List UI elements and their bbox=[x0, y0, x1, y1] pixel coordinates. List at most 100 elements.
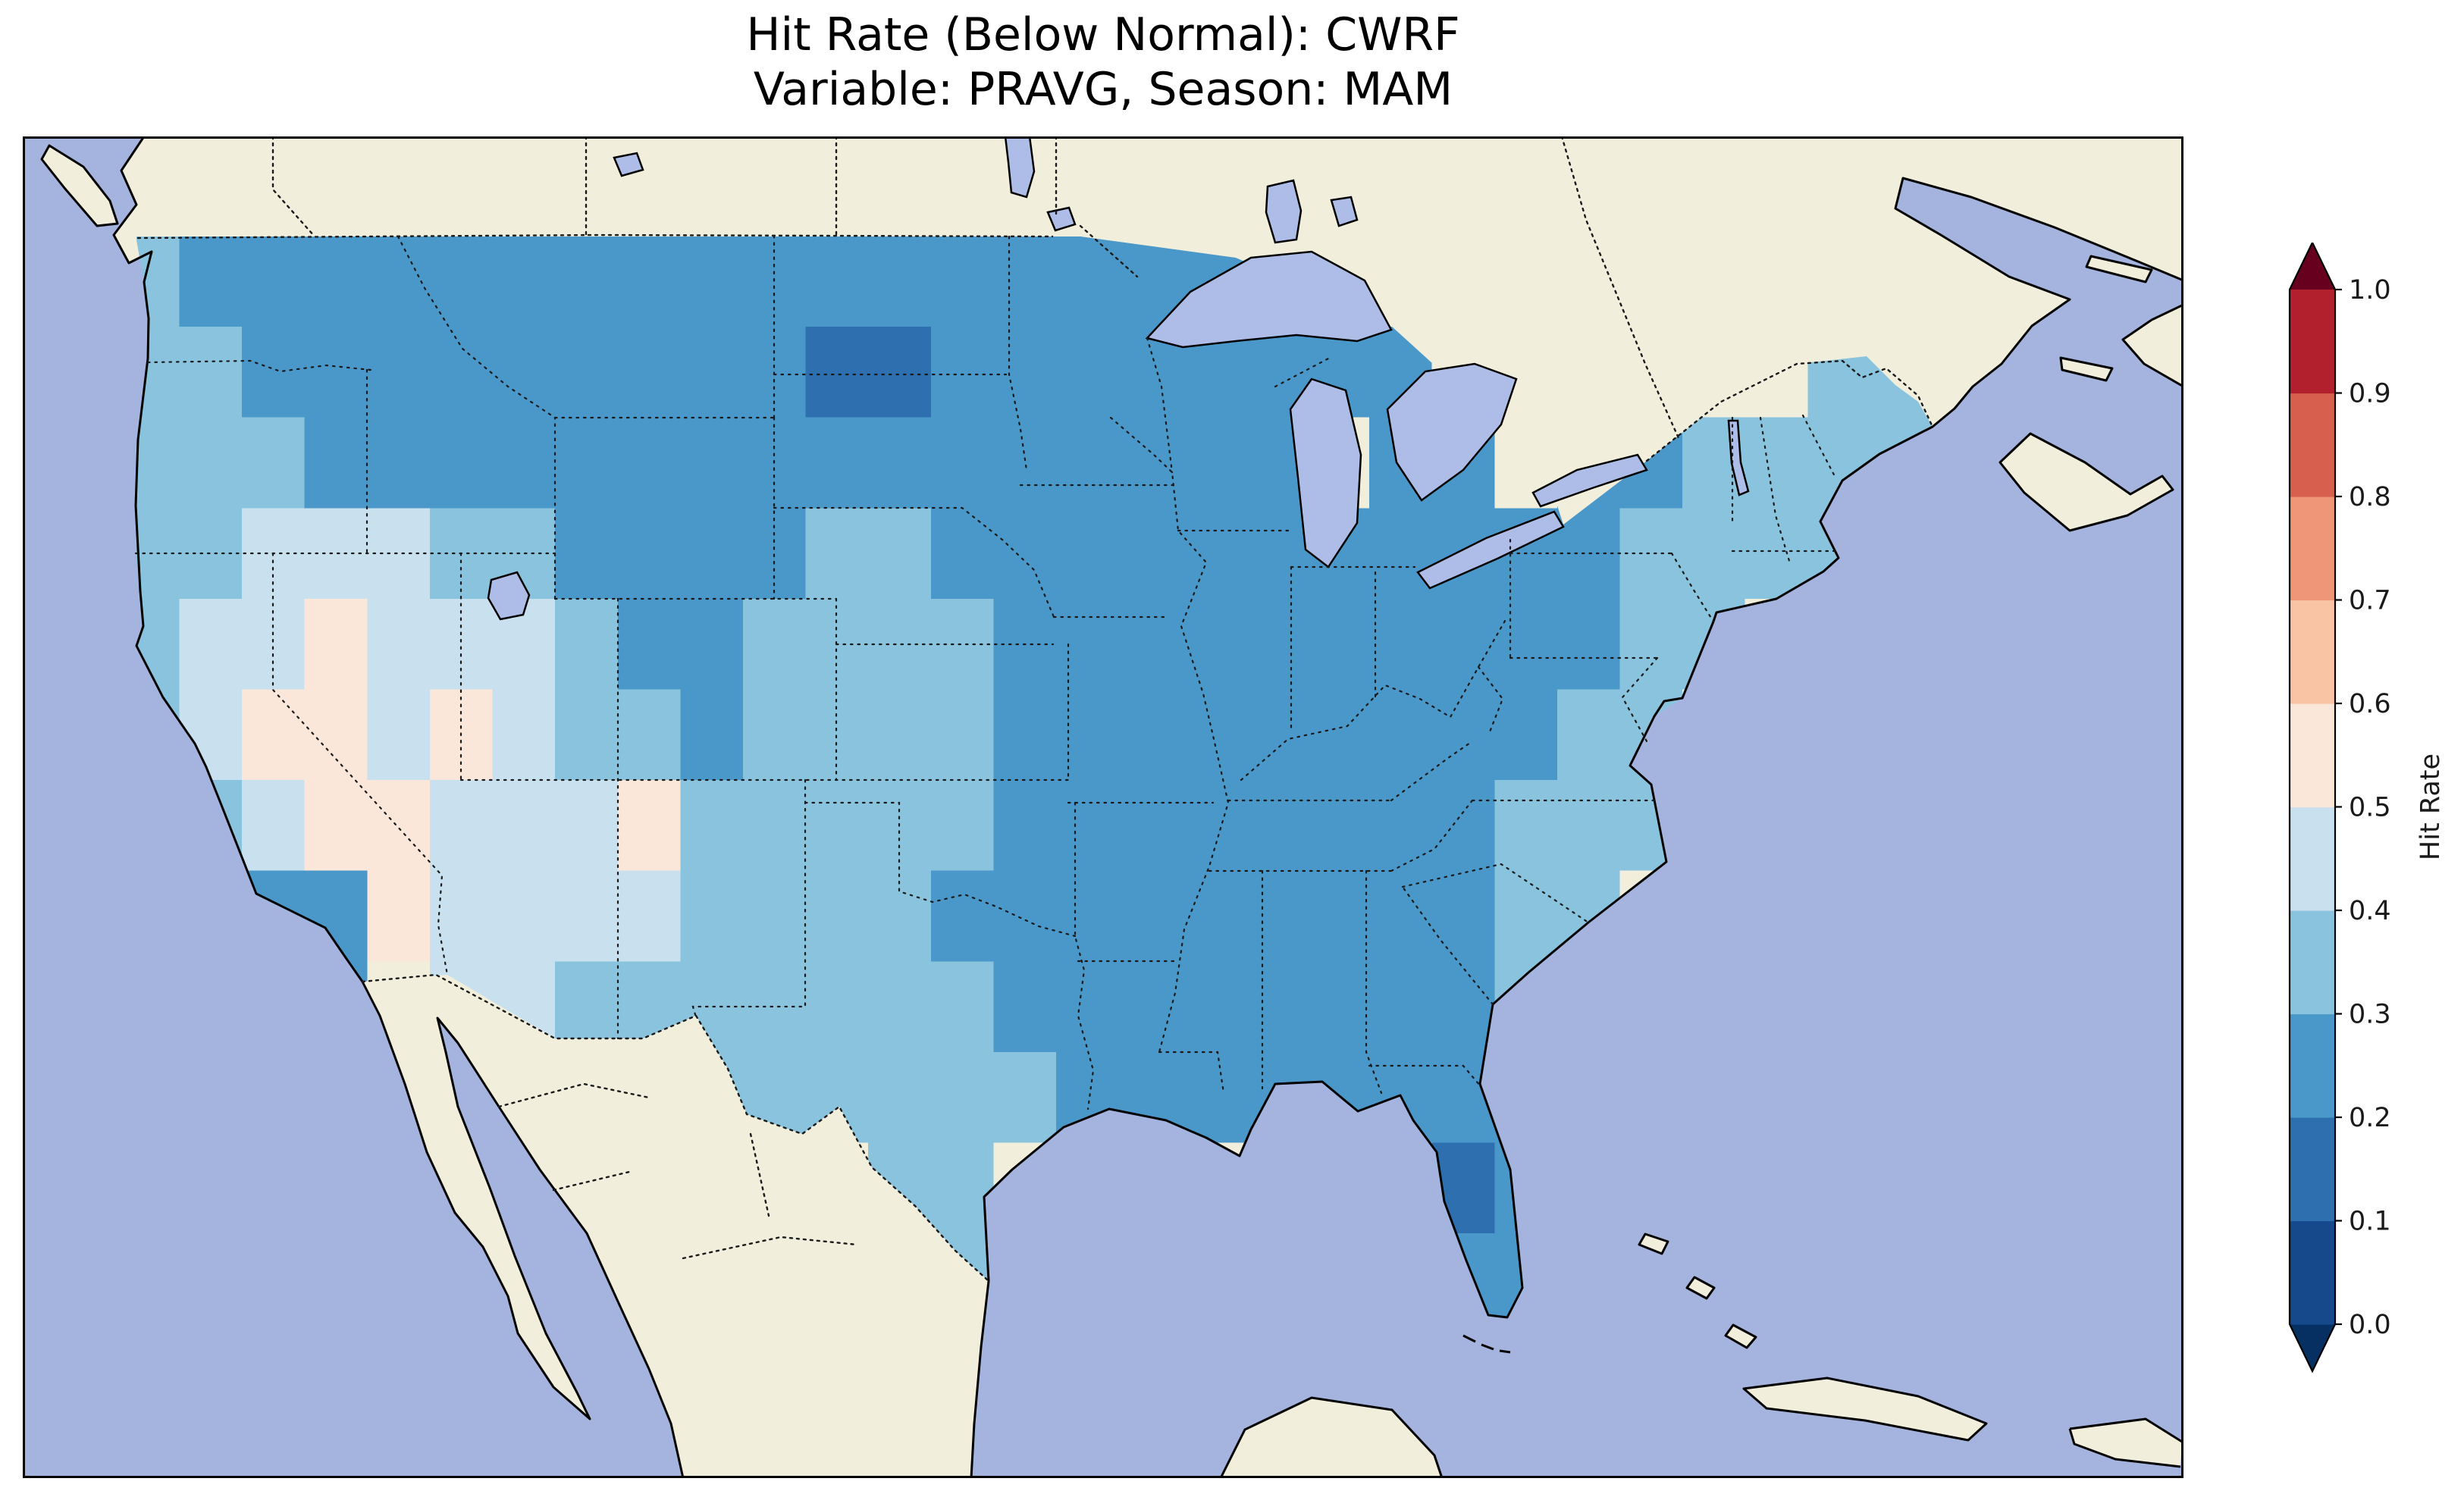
grid-cell bbox=[1745, 508, 1808, 599]
grid-cell bbox=[1056, 870, 1119, 962]
grid-cell bbox=[304, 598, 368, 690]
grid-cell bbox=[805, 508, 869, 599]
grid-cell bbox=[242, 780, 305, 871]
colorbar-tick-label: 0.7 bbox=[2349, 586, 2391, 616]
grid-cell bbox=[1181, 961, 1244, 1052]
grid-cell bbox=[1118, 508, 1182, 599]
grid-cell bbox=[430, 236, 493, 327]
grid-cell bbox=[430, 327, 493, 418]
map-canvas bbox=[23, 136, 2183, 1478]
figure-title: Hit Rate (Below Normal): CWRF bbox=[746, 8, 1460, 61]
grid-cell bbox=[993, 327, 1056, 418]
colorbar-tick-label: 0.8 bbox=[2349, 482, 2391, 512]
grid-cell bbox=[367, 417, 430, 509]
grid-cell bbox=[680, 236, 743, 327]
grid-cell bbox=[1181, 508, 1244, 599]
grid-cell bbox=[680, 870, 743, 962]
grid-cell bbox=[1431, 689, 1495, 781]
grid-cell bbox=[1431, 598, 1495, 690]
grid-cell bbox=[304, 689, 368, 781]
grid-cell bbox=[993, 961, 1056, 1052]
colorbar-tick-label: 0.9 bbox=[2349, 379, 2391, 409]
grid-cell bbox=[304, 780, 368, 871]
grid-cell bbox=[179, 327, 243, 418]
grid-cell bbox=[993, 870, 1056, 962]
colorbar-tick-label: 0.2 bbox=[2349, 1103, 2391, 1133]
grid-cell bbox=[1556, 598, 1620, 690]
grid-cell bbox=[930, 961, 994, 1052]
grid-cell bbox=[304, 327, 368, 418]
grid-cell bbox=[1494, 870, 1557, 962]
grid-cell bbox=[930, 689, 994, 781]
grid-cell bbox=[1556, 780, 1620, 871]
grid-cell bbox=[930, 236, 994, 327]
colorbar-segment bbox=[2290, 496, 2335, 601]
grid-cell bbox=[1181, 417, 1244, 509]
grid-cell bbox=[617, 598, 681, 690]
grid-cell bbox=[430, 598, 493, 690]
grid-cell bbox=[930, 508, 994, 599]
grid-cell bbox=[1556, 689, 1620, 781]
grid-cell bbox=[179, 236, 243, 327]
grid-cell bbox=[680, 327, 743, 418]
grid-cell bbox=[1369, 961, 1432, 1052]
grid-cell bbox=[680, 689, 743, 781]
grid-cell bbox=[430, 417, 493, 509]
grid-cell bbox=[868, 236, 931, 327]
grid-cell bbox=[930, 417, 994, 509]
grid-cell bbox=[1494, 689, 1557, 781]
grid-cell bbox=[555, 236, 618, 327]
grid-cell bbox=[868, 508, 931, 599]
figure-subtitle: Variable: PRAVG, Season: MAM bbox=[753, 63, 1453, 116]
colorbar-tick-label: 1.0 bbox=[2349, 275, 2391, 305]
grid-cell bbox=[1306, 598, 1370, 690]
grid-cell bbox=[868, 961, 931, 1052]
grid-cell bbox=[930, 780, 994, 871]
grid-cell bbox=[492, 236, 556, 327]
grid-cell bbox=[492, 417, 556, 509]
grid-cell bbox=[1494, 780, 1557, 871]
map-frame bbox=[23, 136, 2183, 1478]
grid-cell bbox=[1306, 961, 1370, 1052]
colorbar-canvas: 1.0 0.9 0.8 0.7 0.6 0.5 0.4 0.3 0.2 0.1 0.0 Hit Rat… bbox=[2288, 243, 2446, 1373]
grid-cell bbox=[430, 780, 493, 871]
grid-cell bbox=[1181, 870, 1244, 962]
grid-cell bbox=[179, 598, 243, 690]
grid-cell bbox=[1243, 870, 1307, 962]
grid-cell bbox=[1056, 961, 1119, 1052]
grid-cell bbox=[1056, 598, 1119, 690]
grid-cell bbox=[1181, 689, 1244, 781]
grid-cell bbox=[868, 327, 931, 418]
grid-cell bbox=[1118, 689, 1182, 781]
grid-cell bbox=[1619, 508, 1683, 599]
colorbar-segment bbox=[2290, 1117, 2335, 1222]
grid-cell bbox=[555, 870, 618, 962]
grid-cell bbox=[743, 870, 806, 962]
grid-cell bbox=[805, 961, 869, 1052]
grid-cell bbox=[1243, 780, 1307, 871]
grid-cell bbox=[993, 417, 1056, 509]
grid-cell bbox=[1243, 598, 1307, 690]
grid-cell bbox=[680, 508, 743, 599]
grid-cell bbox=[492, 327, 556, 418]
grid-cell bbox=[617, 780, 681, 871]
grid-cell bbox=[993, 1051, 1056, 1143]
colorbar-segment bbox=[2290, 703, 2335, 808]
grid-cell bbox=[743, 961, 806, 1052]
grid-cell bbox=[367, 508, 430, 599]
colorbar-segment bbox=[2290, 600, 2335, 704]
grid-cell bbox=[555, 689, 618, 781]
grid-cell bbox=[680, 780, 743, 871]
figure-title-block: Hit Rate (Below Normal): CWRF Variable: … bbox=[23, 8, 2183, 117]
grid-cell bbox=[1306, 870, 1370, 962]
grid-cell bbox=[1243, 961, 1307, 1052]
grid-cell bbox=[1243, 689, 1307, 781]
grid-cell bbox=[1494, 598, 1557, 690]
grid-cell bbox=[1745, 417, 1808, 509]
grid-cell bbox=[367, 236, 430, 327]
grid-cell bbox=[805, 870, 869, 962]
colorbar-segment bbox=[2290, 393, 2335, 497]
grid-cell bbox=[993, 780, 1056, 871]
grid-cell bbox=[242, 417, 305, 509]
